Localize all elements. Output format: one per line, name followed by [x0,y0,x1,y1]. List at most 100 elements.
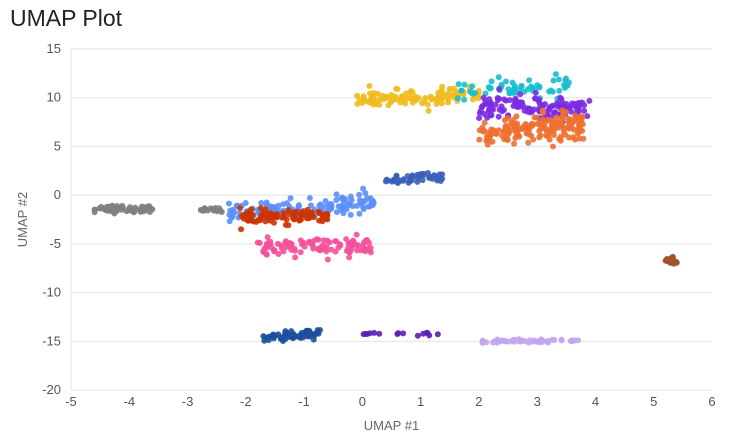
data-point [455,81,462,88]
data-point [546,136,553,143]
data-point [291,245,298,252]
data-point [575,337,582,344]
data-point [340,195,347,202]
data-point [363,236,370,243]
x-tick-label: -5 [65,394,77,409]
x-tick-label: -4 [123,394,135,409]
data-point [529,121,536,128]
data-point [428,95,435,102]
data-point [542,101,549,108]
data-point [476,136,483,143]
data-point [539,339,546,346]
data-point [307,202,314,209]
data-point [553,102,560,109]
data-point [272,332,279,339]
data-point [360,331,367,338]
data-point [576,103,583,110]
data-point [584,113,591,120]
data-point [437,177,444,184]
data-point [282,330,289,337]
data-point [568,338,575,345]
data-point [260,333,267,340]
data-point [320,242,327,249]
data-point [333,196,340,203]
data-point [502,337,509,344]
data-point [280,248,287,255]
data-point [146,209,153,216]
data-point [407,94,414,101]
data-point [517,91,524,98]
data-point [247,217,254,224]
data-point [218,208,225,215]
data-point [314,329,321,336]
y-tick-label: -20 [42,382,61,397]
data-point [481,119,488,126]
data-point [422,94,429,101]
data-point [354,92,361,99]
data-point [515,338,522,345]
data-point [576,135,583,142]
data-point [275,250,282,257]
data-point [356,191,363,198]
data-point [523,130,530,137]
data-point [586,97,593,104]
data-point [285,211,292,218]
data-point [335,244,342,251]
data-point [476,110,483,117]
data-point [356,197,363,204]
data-point [521,124,528,131]
data-point [369,197,376,204]
data-point [494,338,501,345]
data-point [476,115,483,122]
data-point [431,172,438,179]
data-point [569,119,576,126]
data-point [438,89,445,96]
data-point [471,90,478,97]
data-point [559,99,566,106]
data-point [280,334,287,341]
data-point [434,331,441,338]
data-point [317,201,324,208]
data-point [346,254,353,261]
data-point [515,102,522,109]
data-point [484,114,491,121]
data-point [285,222,292,229]
data-point [256,240,263,247]
data-point [207,205,214,212]
data-point [248,206,255,213]
data-point [461,81,468,88]
data-point [548,103,555,110]
y-axis-label: UMAP #2 [15,192,30,247]
data-point [392,93,399,100]
data-point [294,208,301,215]
data-point [275,202,282,209]
data-point [469,83,476,90]
data-point [347,211,354,218]
data-point [444,93,451,100]
data-point [324,237,331,244]
data-point [343,247,350,254]
data-point [287,195,294,202]
data-point [91,209,98,216]
data-point [433,100,440,107]
data-point [328,201,335,208]
data-point [447,86,454,93]
data-point [667,257,674,264]
data-point [389,178,396,185]
data-point [343,236,350,243]
data-point [289,214,296,221]
data-point [488,78,495,85]
data-point [324,256,331,263]
data-point [547,126,554,133]
data-point [333,191,340,198]
data-point [424,101,431,108]
data-point [400,97,407,104]
data-point [535,97,542,104]
data-point [354,100,361,107]
data-point [483,339,490,346]
data-point [258,200,265,207]
data-point [286,243,293,250]
data-point [353,231,360,238]
data-point [553,114,560,121]
y-tick-label: -10 [42,285,61,300]
